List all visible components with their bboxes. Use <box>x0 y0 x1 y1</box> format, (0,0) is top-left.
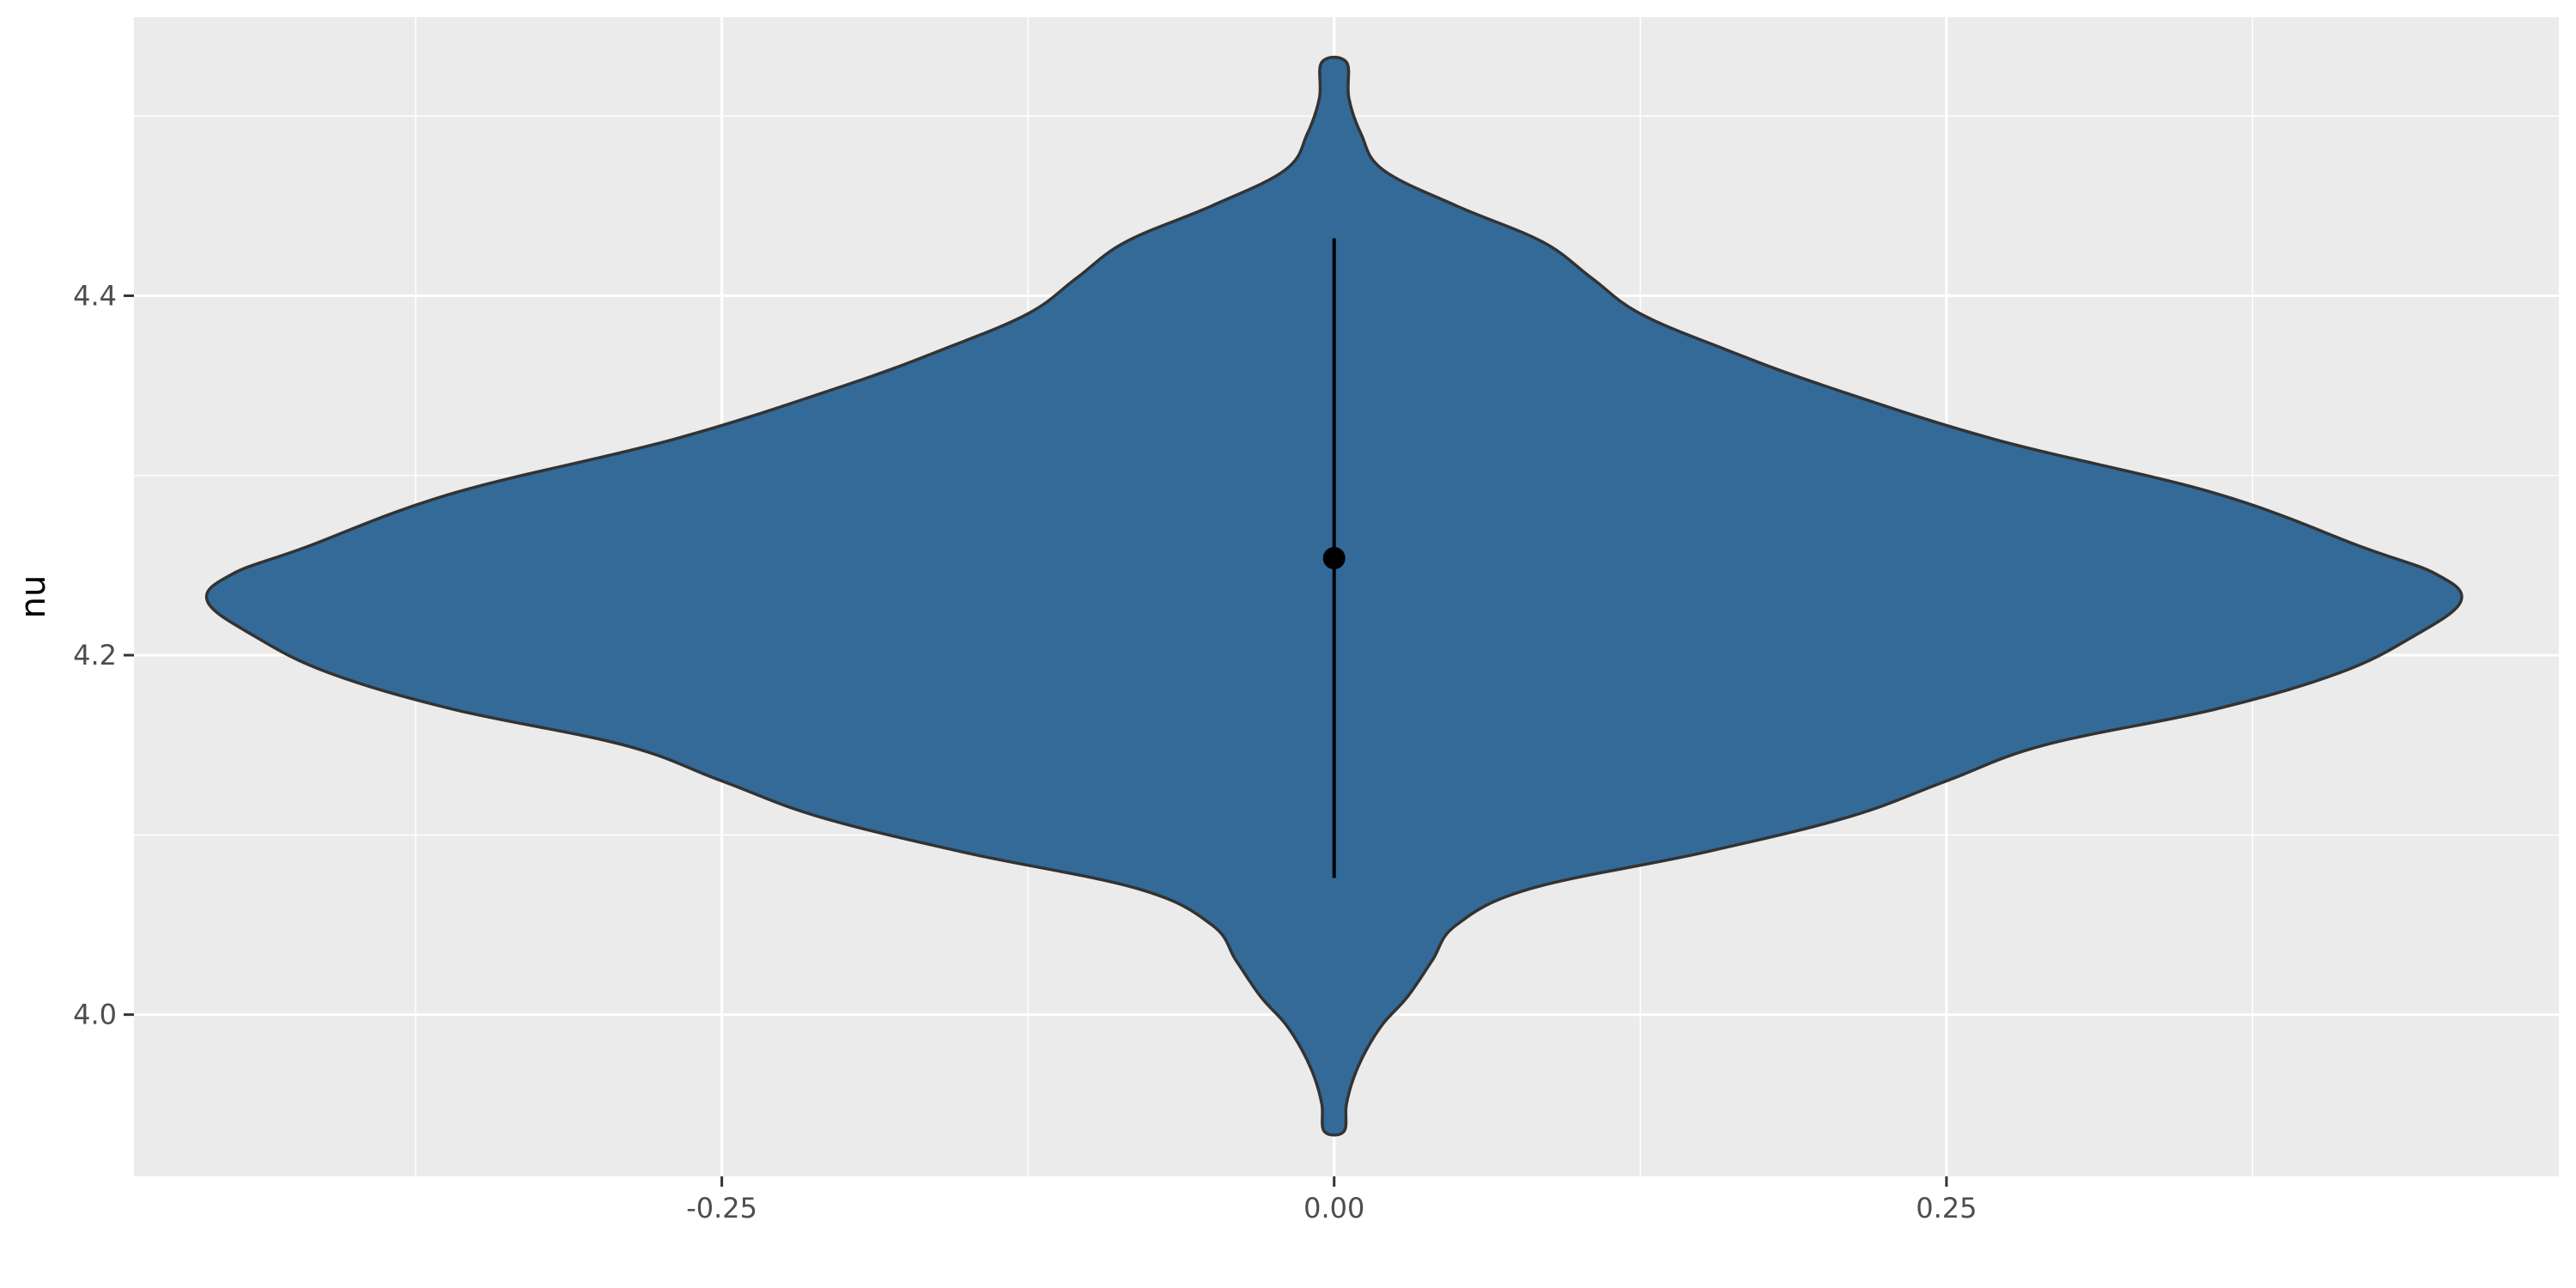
y-axis: 4.0 4.2 4.4 <box>73 279 134 1030</box>
x-tick-label: 0.00 <box>1303 1192 1364 1224</box>
y-tick-label: 4.4 <box>73 279 117 312</box>
y-tick-label: 4.0 <box>73 999 117 1031</box>
x-tick-label: 0.25 <box>1916 1192 1977 1224</box>
summary-point <box>1323 547 1346 569</box>
x-axis: -0.25 0.00 0.25 <box>686 1176 1977 1224</box>
y-axis-title: nu <box>14 575 53 619</box>
x-tick-label: -0.25 <box>686 1192 757 1224</box>
y-tick-label: 4.2 <box>73 639 117 671</box>
